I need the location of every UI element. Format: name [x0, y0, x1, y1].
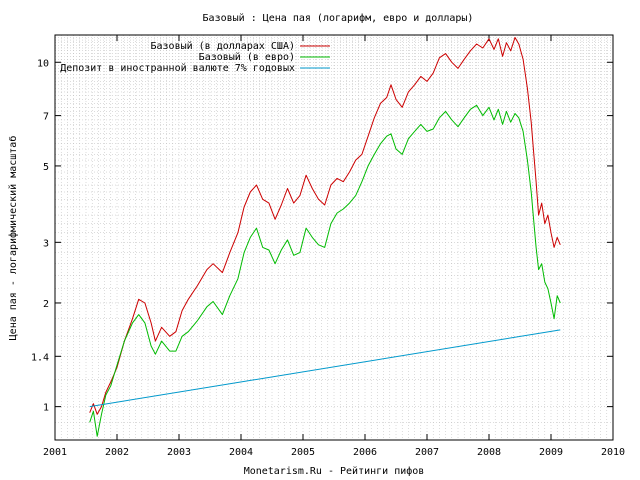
- y-tick-label: 1.4: [31, 352, 49, 363]
- y-tick-label: 3: [43, 238, 49, 249]
- y-tick-label: 1: [43, 403, 49, 414]
- x-tick-label: 2008: [477, 447, 501, 458]
- series-lines: [89, 37, 561, 437]
- chart-title: Базовый : Цена пая (логарифм, евро и дол…: [203, 12, 474, 24]
- y-tick-label: 7: [43, 112, 49, 123]
- x-tick-label: 2004: [229, 447, 253, 458]
- x-tick-label: 2010: [601, 447, 625, 458]
- x-axis-label: Monetarism.Ru - Рейтинги пифов: [244, 465, 425, 477]
- series-line-1: [89, 104, 561, 437]
- series-line-0: [89, 37, 561, 415]
- y-tick-label: 2: [43, 299, 49, 310]
- legend-label-1: Базовый (в евро): [199, 51, 295, 63]
- x-tick-label: 2005: [291, 447, 315, 458]
- tick-marks: [54, 35, 614, 440]
- plot-frame: [54, 34, 614, 441]
- legend-label-2: Депозит в иностранной валюте 7% годовых: [60, 62, 295, 74]
- x-tick-label: 2009: [539, 447, 563, 458]
- y-axis-tick-labels: 1 1.4 2 3 5 7 10: [31, 58, 49, 413]
- legend-label-0: Базовый (в долларах США): [151, 40, 296, 52]
- series-line-2: [89, 329, 561, 408]
- y-tick-label: 10: [37, 58, 49, 69]
- x-tick-label: 2003: [167, 447, 191, 458]
- x-tick-label: 2007: [415, 447, 439, 458]
- x-axis-tick-labels: 2001 2002 2003 2004 2005 2006 2007 2008 2009 2010: [43, 447, 625, 458]
- y-axis-label: Цена пая - логарифмический масштаб: [7, 136, 19, 341]
- y-tick-label: 5: [43, 162, 49, 173]
- legend: Базовый (в долларах США)Базовый (в евро)…: [60, 40, 330, 74]
- grid: [54, 34, 614, 441]
- x-tick-label: 2006: [353, 447, 377, 458]
- x-tick-label: 2001: [43, 447, 67, 458]
- x-tick-label: 2002: [105, 447, 129, 458]
